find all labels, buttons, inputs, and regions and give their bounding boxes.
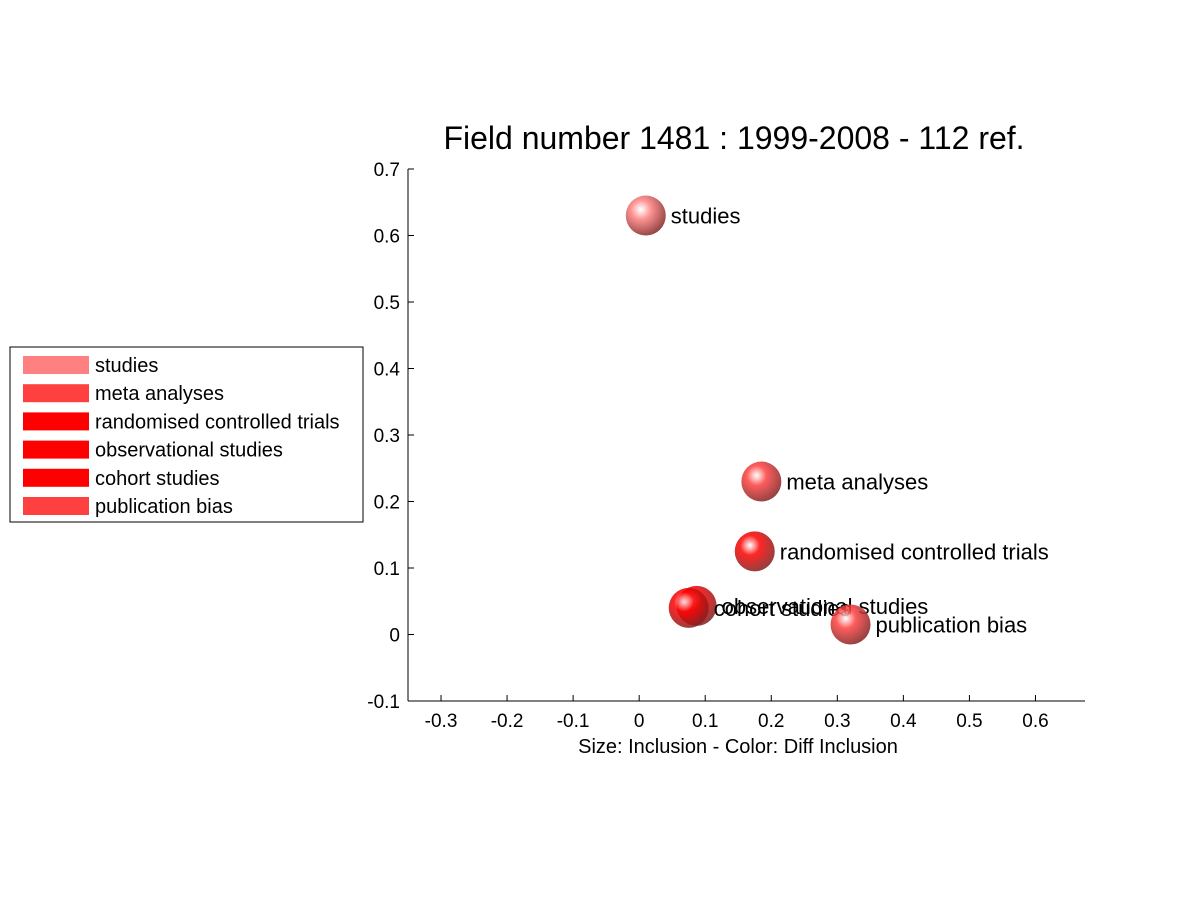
x-tick-label: 0.3 bbox=[824, 711, 850, 732]
point-cohort-studies bbox=[668, 587, 709, 628]
point-studies bbox=[625, 195, 666, 236]
point-label-meta-analyses: meta analyses bbox=[786, 470, 928, 495]
legend-entry: cohort studies bbox=[95, 468, 220, 490]
y-tick-label: 0.3 bbox=[374, 426, 400, 447]
legend-entry: randomised controlled trials bbox=[95, 411, 340, 433]
point-randomised-controlled-trials bbox=[734, 531, 775, 572]
legend-swatch bbox=[23, 412, 89, 431]
x-tick-label: 0.5 bbox=[956, 711, 982, 732]
legend-swatch bbox=[23, 468, 89, 487]
legend-swatch bbox=[23, 356, 89, 374]
x-tick-label: -0.2 bbox=[491, 711, 524, 732]
y-tick-label: 0.7 bbox=[374, 160, 400, 181]
point-publication-bias bbox=[830, 604, 871, 645]
legend-entry: observational studies bbox=[95, 440, 283, 462]
y-tick-label: 0 bbox=[389, 626, 400, 647]
legend-entry: meta analyses bbox=[95, 383, 224, 405]
point-label-cohort-studies: cohort studies bbox=[714, 596, 851, 621]
x-tick-label: 0.1 bbox=[692, 711, 718, 732]
x-tick-label: -0.3 bbox=[425, 711, 458, 732]
legend: studies meta analyses randomised controlle… bbox=[9, 346, 364, 523]
legend-swatch bbox=[23, 440, 89, 459]
x-tick-label: 0 bbox=[634, 711, 645, 732]
y-tick-label: 0.5 bbox=[374, 293, 400, 314]
legend-swatch bbox=[23, 497, 89, 515]
data-points: studies meta analyses randomised controlle… bbox=[625, 195, 1049, 645]
y-tick-label: 0.2 bbox=[374, 493, 400, 514]
x-tick-label: 0.6 bbox=[1022, 711, 1048, 732]
legend-entry: publication bias bbox=[95, 496, 233, 518]
legend-box bbox=[9, 346, 364, 523]
x-tick-label: 0.2 bbox=[758, 711, 784, 732]
legend-entry: studies bbox=[95, 355, 158, 377]
legend-swatch bbox=[23, 384, 89, 403]
x-tick-label: 0.4 bbox=[890, 711, 917, 732]
y-tick-label: 0.1 bbox=[374, 559, 400, 580]
x-tick-label: -0.1 bbox=[557, 711, 590, 732]
x-axis-label: Size: Inclusion - Color: Diff Inclusion bbox=[578, 736, 898, 758]
point-label-studies: studies bbox=[671, 204, 741, 229]
point-label-randomised-controlled-trials: randomised controlled trials bbox=[780, 539, 1049, 564]
plot-axes: -0.3 -0.2 -0.1 0 0.1 0.2 0.3 0.4 0.5 0.6 -0.1 0 0.1 0… bbox=[367, 160, 1085, 732]
y-tick-label: 0.4 bbox=[374, 360, 401, 381]
point-label-publication-bias: publication bias bbox=[876, 613, 1028, 638]
point-meta-analyses bbox=[741, 461, 782, 502]
chart-title: Field number 1481 : 1999-2008 - 112 ref. bbox=[443, 120, 1024, 156]
point-label-observational-studies: observational studies bbox=[722, 594, 929, 619]
y-tick-label: -0.1 bbox=[367, 692, 400, 713]
y-tick-label: 0.6 bbox=[374, 227, 400, 248]
